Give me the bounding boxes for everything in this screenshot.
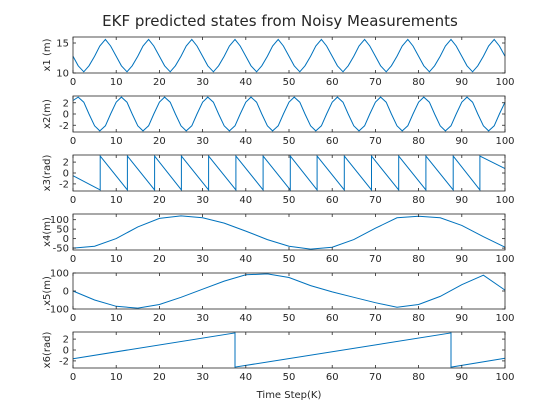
x-tick-label: 30	[196, 77, 209, 88]
x-tick-label: 40	[239, 195, 252, 206]
y-tick-label: 2	[63, 158, 69, 169]
x-tick-label: 20	[153, 313, 166, 324]
x-tick-label: 70	[369, 136, 382, 147]
x-tick-label: 30	[196, 372, 209, 383]
x-tick-label: 90	[455, 136, 468, 147]
x-tick-label: 100	[495, 313, 514, 324]
y-tick-label: 50	[56, 225, 69, 236]
x-tick-label: 30	[196, 254, 209, 265]
x-tick-label: 70	[369, 372, 382, 383]
x-tick-label: 90	[455, 313, 468, 324]
x-tick-label: 0	[70, 136, 76, 147]
x-tick-label: 90	[455, 195, 468, 206]
y-tick-label: -2	[59, 179, 69, 190]
x-tick-label: 50	[283, 77, 296, 88]
x-tick-label: 50	[283, 372, 296, 383]
x-tick-label: 40	[239, 77, 252, 88]
x-tick-label: 10	[110, 372, 123, 383]
x-tick-label: 40	[239, 254, 252, 265]
x-tick-label: 60	[326, 254, 339, 265]
x-tick-label: 20	[153, 195, 166, 206]
x-tick-label: 80	[412, 254, 425, 265]
x-tick-label: 60	[326, 77, 339, 88]
y-tick-label: -2	[59, 121, 69, 132]
x-tick-label: 30	[196, 136, 209, 147]
y-tick-label: 0	[63, 110, 69, 121]
x-tick-label: 50	[283, 136, 296, 147]
x-tick-label: 70	[369, 313, 382, 324]
x-tick-label: 50	[283, 195, 296, 206]
x-tick-label: 0	[70, 195, 76, 206]
y-tick-label: 0	[63, 346, 69, 357]
x-tick-label: 60	[326, 372, 339, 383]
x-tick-label: 80	[412, 136, 425, 147]
x-tick-label: 60	[326, 313, 339, 324]
x-tick-label: 40	[239, 313, 252, 324]
x-tick-label: 40	[239, 372, 252, 383]
y-tick-label: -2	[59, 356, 69, 367]
y-tick-label: -50	[53, 244, 69, 255]
y-axis-label: x4(m)	[42, 217, 53, 247]
x-tick-label: 10	[110, 77, 123, 88]
x-tick-label: 70	[369, 77, 382, 88]
y-axis-label: x1 (m)	[42, 38, 53, 71]
x-tick-label: 80	[412, 77, 425, 88]
x-tick-label: 0	[70, 313, 76, 324]
x-tick-label: 100	[495, 254, 514, 265]
y-axis-label: x5(m)	[42, 276, 53, 306]
y-tick-label: 2	[63, 98, 69, 109]
x-tick-label: 100	[495, 372, 514, 383]
x-tick-label: 70	[369, 195, 382, 206]
y-tick-label: 0	[63, 287, 69, 298]
x-tick-label: 100	[495, 77, 514, 88]
y-axis-label: x3(rad)	[42, 155, 53, 192]
x-tick-label: 80	[412, 195, 425, 206]
x-tick-label: 10	[110, 136, 123, 147]
x-tick-label: 0	[70, 372, 76, 383]
x-tick-label: 90	[455, 254, 468, 265]
x-tick-label: 40	[239, 136, 252, 147]
x-tick-label: 100	[495, 195, 514, 206]
x-tick-label: 0	[70, 254, 76, 265]
x-tick-label: 30	[196, 313, 209, 324]
y-tick-label: 2	[63, 335, 69, 346]
x-axis-label: Time Step(K)	[256, 390, 322, 401]
x-tick-label: 60	[326, 136, 339, 147]
x-tick-label: 70	[369, 254, 382, 265]
x-tick-label: 60	[326, 195, 339, 206]
x-tick-label: 90	[455, 77, 468, 88]
x-tick-label: 0	[70, 77, 76, 88]
x-tick-label: 30	[196, 195, 209, 206]
x-tick-label: 100	[495, 136, 514, 147]
x-tick-label: 10	[110, 313, 123, 324]
x-tick-label: 10	[110, 195, 123, 206]
x-tick-label: 50	[283, 254, 296, 265]
y-tick-label: 0	[63, 169, 69, 180]
x-tick-label: 10	[110, 254, 123, 265]
x-tick-label: 80	[412, 313, 425, 324]
figure-title: EKF predicted states from Noisy Measurem…	[102, 12, 458, 30]
y-tick-label: 15	[56, 39, 69, 50]
x-tick-label: 90	[455, 372, 468, 383]
y-tick-label: 10	[56, 69, 69, 80]
x-tick-label: 50	[283, 313, 296, 324]
x-tick-label: 20	[153, 77, 166, 88]
y-axis-label: x6(rad)	[42, 332, 53, 369]
y-axis-label: x2(m)	[42, 99, 53, 129]
x-tick-label: 80	[412, 372, 425, 383]
x-tick-label: 20	[153, 372, 166, 383]
y-tick-label: 0	[63, 234, 69, 245]
x-tick-label: 20	[153, 254, 166, 265]
x-tick-label: 20	[153, 136, 166, 147]
